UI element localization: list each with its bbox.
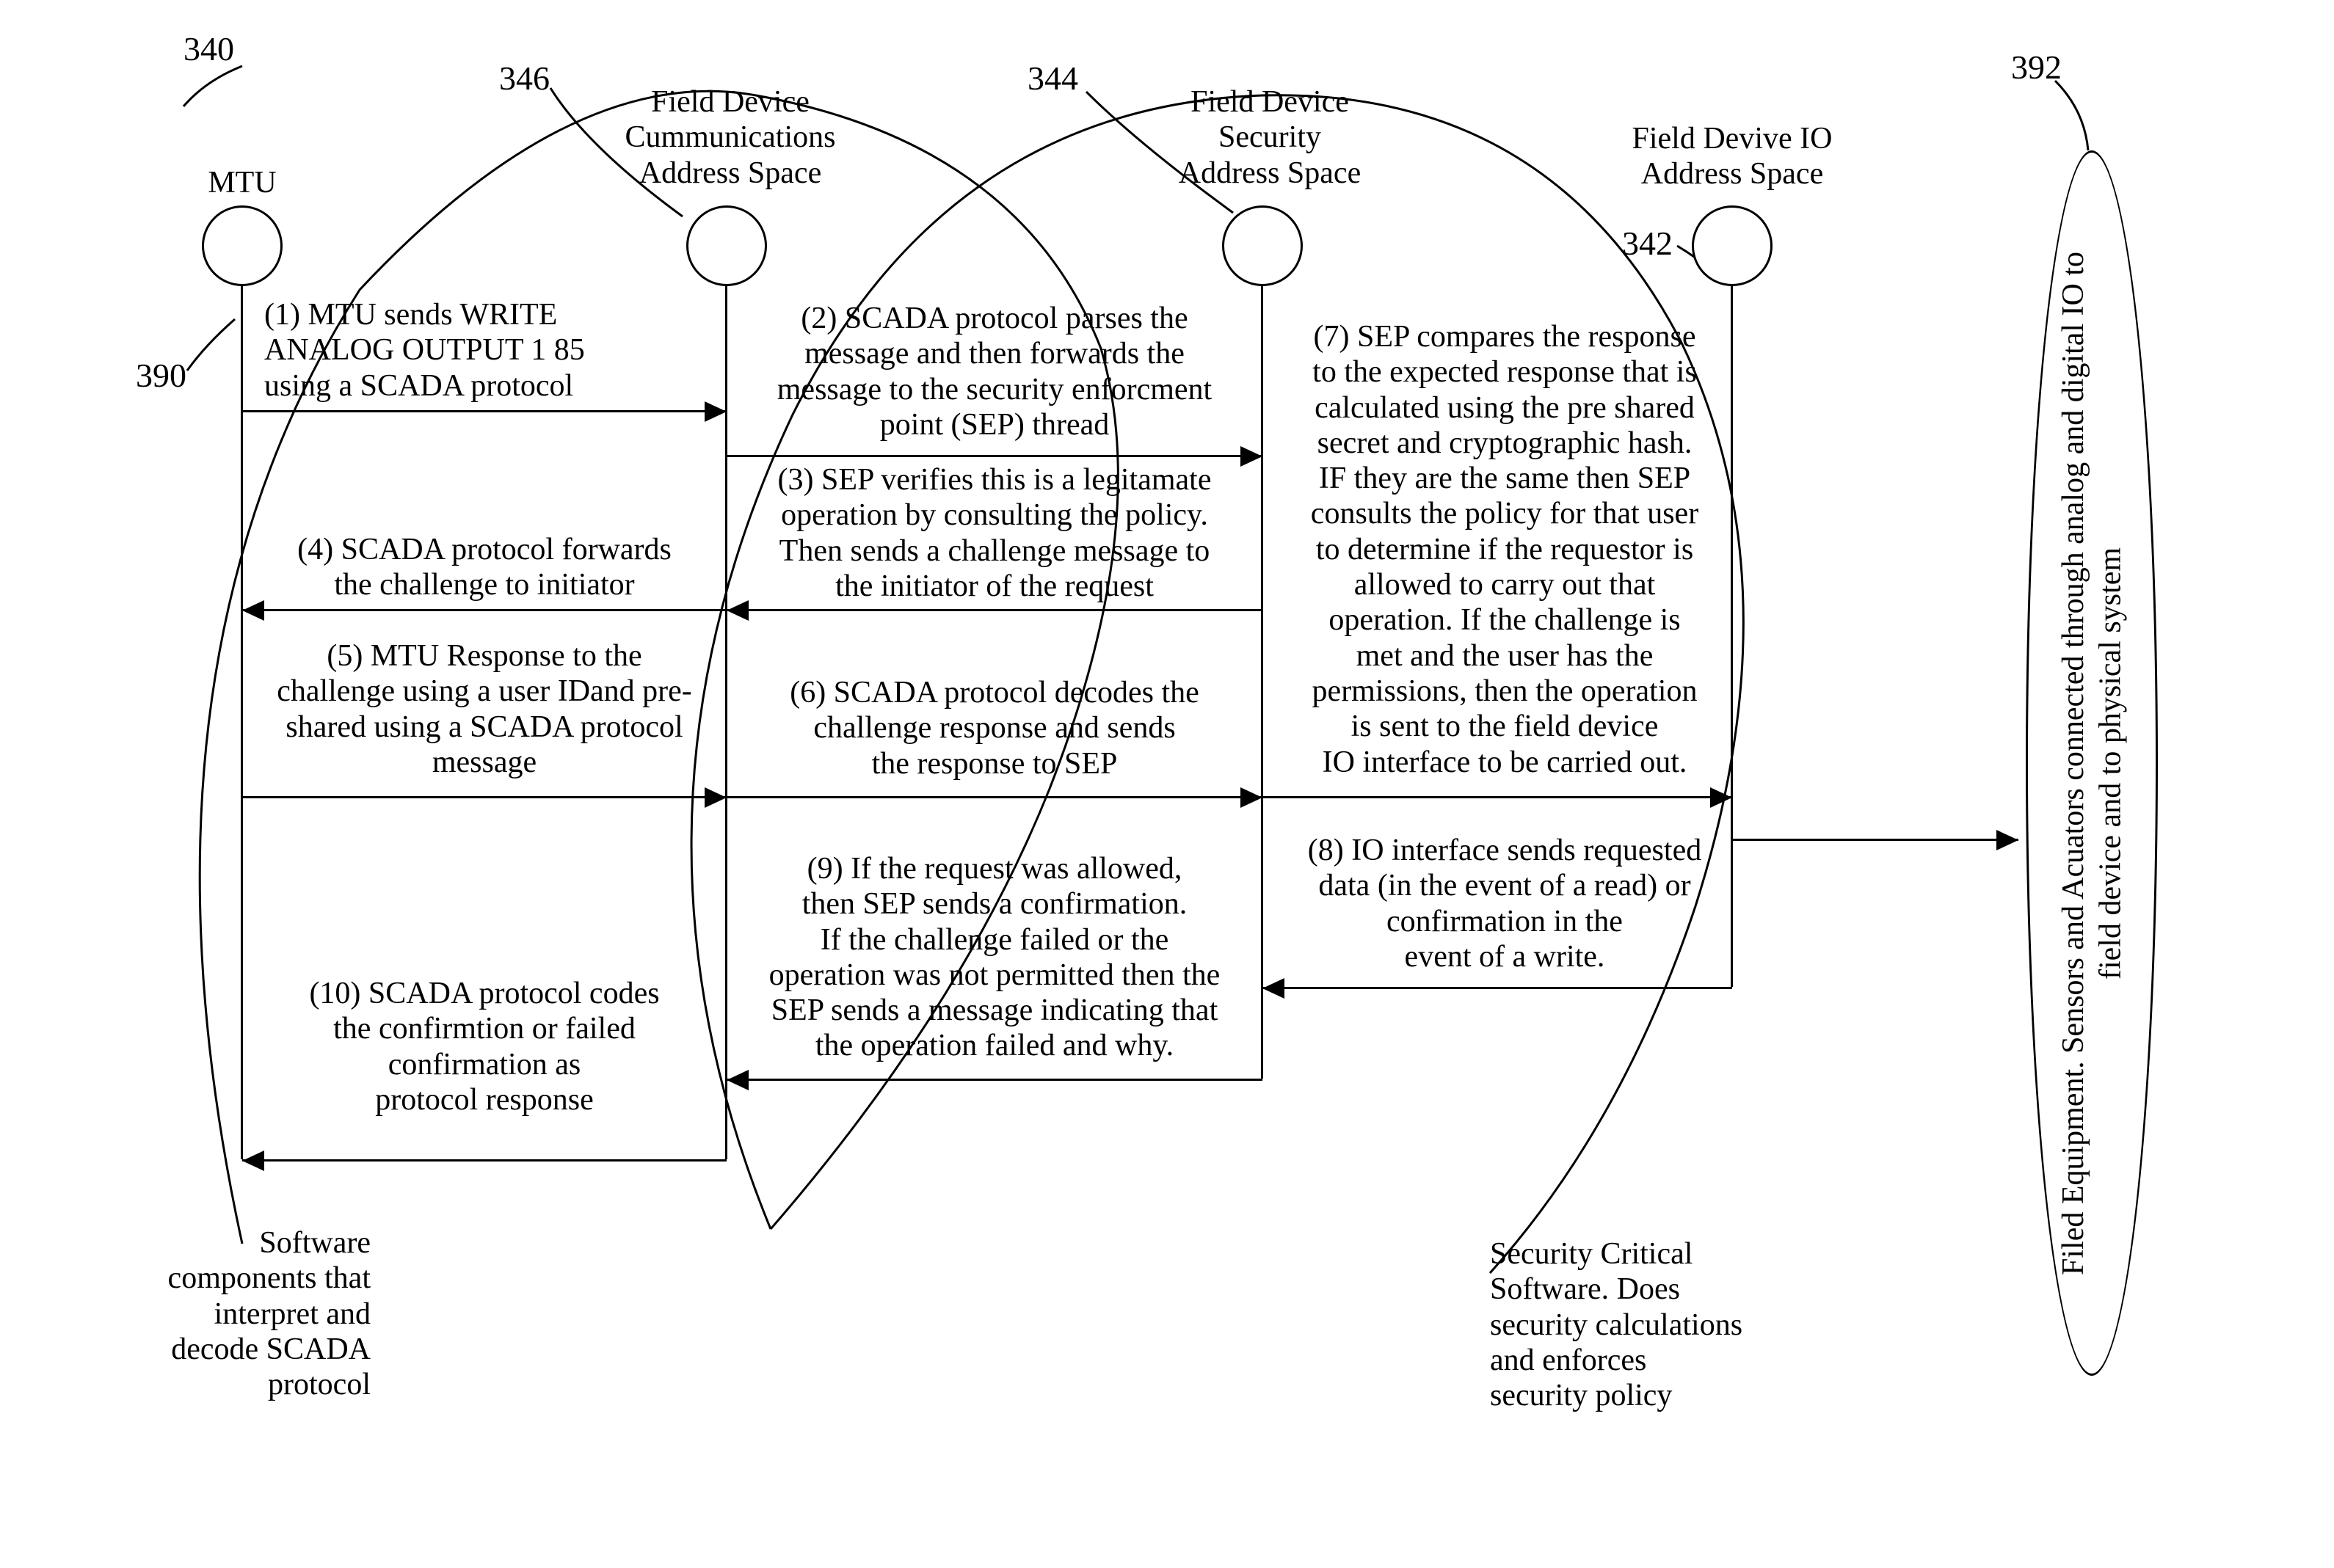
arrow-head-0 (705, 401, 727, 422)
msg-1: (1) MTU sends WRITE ANALOG OUTPUT 1 85 u… (264, 297, 705, 404)
field-equipment-text: Filed Equipment. Sensors and Acuators co… (2055, 242, 2129, 1284)
header-sec: Field Device Security Address Space (1160, 84, 1380, 191)
header-mtu: MTU (202, 165, 283, 200)
arrow-head-1 (1240, 446, 1262, 467)
msg-5: (5) MTU Response to the challenge using … (242, 638, 727, 780)
msg-3: (3) SEP verifies this is a legitamate op… (734, 462, 1255, 604)
msg-6: (6) SCADA protocol decodes the challenge… (734, 675, 1255, 781)
arrow-head-2 (727, 600, 749, 621)
arrow-line-10 (242, 1159, 727, 1162)
lifeline-head-comm (686, 205, 767, 286)
arrow-head-3 (242, 600, 264, 621)
arrow-line-4 (242, 796, 727, 798)
arrow-head-5 (1240, 787, 1262, 808)
arrow-line-5 (727, 796, 1262, 798)
lifeline-head-io (1692, 205, 1773, 286)
arrow-line-6 (1262, 796, 1732, 798)
msg-8: (8) IO interface sends requested data (i… (1277, 833, 1732, 974)
msg-9: (9) If the request was allowed, then SEP… (727, 851, 1262, 1064)
lifeline-head-mtu (202, 205, 283, 286)
msg-2: (2) SCADA protocol parses the message an… (734, 301, 1255, 442)
header-comm: Field Device Cummunications Address Spac… (609, 84, 851, 191)
ref-340: 340 (183, 29, 234, 68)
arrow-head-6 (1710, 787, 1732, 808)
arrow-line-2 (727, 609, 1262, 611)
arrow-head-7 (1996, 830, 2018, 850)
arrow-head-9 (727, 1070, 749, 1090)
arrow-head-8 (1262, 978, 1284, 999)
arrow-line-9 (727, 1079, 1262, 1081)
lifeline-head-sec (1222, 205, 1303, 286)
arrow-line-1 (727, 455, 1262, 457)
arrow-head-4 (705, 787, 727, 808)
msg-10: (10) SCADA protocol codes the confirmtio… (257, 976, 712, 1117)
arrow-line-0 (242, 410, 727, 412)
msg-4: (4) SCADA protocol forwards the challeng… (250, 532, 719, 603)
arrow-head-10 (242, 1151, 264, 1171)
note-left: Software components that interpret and d… (121, 1225, 371, 1402)
note-right: Security Critical Software. Does securit… (1490, 1236, 1798, 1413)
header-io: Field Devive IO Address Space (1607, 121, 1857, 192)
arrow-line-8 (1262, 987, 1732, 989)
msg-7: (7) SEP compares the response to the exp… (1277, 319, 1732, 780)
arrow-line-7 (1732, 839, 2018, 841)
arrow-line-3 (242, 609, 727, 611)
ref-390: 390 (136, 356, 186, 395)
